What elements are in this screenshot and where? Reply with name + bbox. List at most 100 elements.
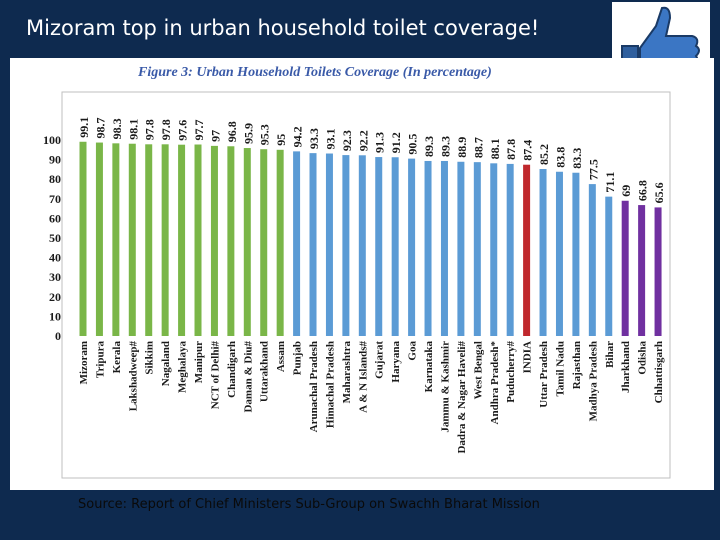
bar bbox=[506, 163, 514, 336]
bar-value-label: 65.6 bbox=[652, 182, 666, 203]
bar-value-label: 91.2 bbox=[389, 132, 403, 153]
bar bbox=[457, 161, 465, 336]
bar-value-label: 66.8 bbox=[636, 180, 650, 201]
bar bbox=[325, 153, 333, 336]
y-tick-label: 50 bbox=[49, 231, 61, 245]
bar-chart: 0 10 20 30 40 50 60 70 80 90 100 99.1 Mizoram 98.7 Tri… bbox=[43, 91, 671, 479]
bar bbox=[473, 162, 481, 336]
chart-title: Figure 3: Urban Household Toilets Covera… bbox=[138, 65, 492, 80]
category-label: Tamil Nadu bbox=[554, 341, 566, 397]
bar-value-label: 93.3 bbox=[307, 128, 321, 149]
category-label: Karnataka bbox=[423, 341, 435, 393]
category-label: Tripura bbox=[94, 341, 106, 379]
bar-value-label: 89.3 bbox=[422, 136, 436, 157]
source-note: Source: Report of Chief Ministers Sub-Gr… bbox=[78, 497, 540, 512]
category-label: Gujarat bbox=[374, 341, 386, 379]
bar-value-label: 99.1 bbox=[77, 117, 91, 138]
bar bbox=[605, 196, 613, 336]
bar bbox=[145, 144, 153, 336]
y-tick-label: 20 bbox=[49, 290, 61, 304]
bar-value-label: 97 bbox=[208, 130, 222, 142]
bar bbox=[309, 153, 317, 336]
y-tick-label: 0 bbox=[55, 329, 61, 343]
category-label: Lakshadweep# bbox=[127, 341, 139, 412]
bar bbox=[638, 205, 646, 336]
category-label: NCT of Delhi# bbox=[209, 341, 221, 410]
category-label: Sikkim bbox=[144, 341, 156, 375]
chart-frame bbox=[61, 91, 671, 479]
category-label: Himachal Pradesh bbox=[324, 341, 336, 428]
category-label: Jharkhand bbox=[620, 341, 632, 393]
bar-value-label: 90.5 bbox=[406, 134, 420, 155]
bar-value-label: 94.2 bbox=[291, 126, 305, 147]
bar-value-label: 97.8 bbox=[159, 119, 173, 140]
bar bbox=[210, 145, 218, 336]
category-label: Maharashtra bbox=[341, 341, 353, 404]
category-label: Uttarakhand bbox=[259, 341, 271, 402]
y-tick-label: 40 bbox=[49, 251, 61, 265]
bar-value-label: 93.1 bbox=[323, 129, 337, 150]
bar bbox=[243, 148, 251, 336]
bar bbox=[128, 143, 136, 336]
bar-value-label: 88.1 bbox=[488, 138, 502, 159]
bar bbox=[358, 155, 366, 336]
bar bbox=[79, 141, 87, 336]
bar bbox=[342, 155, 350, 336]
category-label: Rajasthan bbox=[571, 341, 583, 389]
slide-title: Mizoram top in urban household toilet co… bbox=[26, 16, 540, 40]
bar bbox=[523, 164, 531, 336]
bar bbox=[178, 144, 186, 336]
y-tick-label: 60 bbox=[49, 211, 61, 225]
bar-value-label: 95 bbox=[274, 134, 288, 146]
bar bbox=[276, 149, 284, 336]
bar bbox=[95, 142, 103, 336]
bar-value-label: 85.2 bbox=[537, 144, 551, 165]
category-label: Bihar bbox=[604, 341, 616, 368]
bar-value-label: 88.9 bbox=[455, 137, 469, 158]
category-label: Punjab bbox=[292, 341, 304, 375]
bar-value-label: 71.1 bbox=[603, 172, 617, 193]
bar bbox=[194, 144, 202, 336]
y-tick-label: 30 bbox=[49, 270, 61, 284]
bar bbox=[375, 157, 383, 336]
bar-value-label: 88.7 bbox=[471, 137, 485, 158]
bar bbox=[391, 157, 399, 336]
bar-value-label: 87.4 bbox=[521, 140, 535, 161]
bar-value-label: 83.8 bbox=[553, 147, 567, 168]
bar bbox=[227, 146, 235, 336]
bar bbox=[588, 184, 596, 336]
bar-value-label: 97.6 bbox=[176, 120, 190, 141]
bar bbox=[424, 160, 432, 336]
bar bbox=[408, 158, 416, 336]
category-label: INDIA bbox=[522, 341, 534, 373]
category-label: Odisha bbox=[637, 341, 649, 375]
bar-value-label: 77.5 bbox=[586, 159, 600, 180]
y-tick-label: 70 bbox=[49, 192, 61, 206]
bar-value-label: 69 bbox=[619, 185, 633, 197]
bar bbox=[260, 149, 268, 336]
bar-value-label: 92.3 bbox=[340, 130, 354, 151]
category-label: Goa bbox=[407, 341, 419, 361]
category-label: Chandigarh bbox=[226, 341, 238, 398]
category-label: Puducherry# bbox=[505, 341, 517, 403]
bar-value-label: 87.8 bbox=[504, 139, 518, 160]
category-label: Chhattisgarh bbox=[653, 341, 665, 403]
category-label: Arunachal Pradesh bbox=[308, 341, 320, 432]
y-tick-label: 10 bbox=[49, 309, 61, 323]
bar bbox=[539, 169, 547, 336]
category-label: Assam bbox=[275, 341, 287, 372]
chart-panel: Figure 3: Urban Household Toilets Covera… bbox=[10, 58, 714, 490]
category-label: Kerala bbox=[111, 341, 123, 374]
y-tick-label: 100 bbox=[43, 133, 61, 147]
y-tick-label: 90 bbox=[49, 153, 61, 167]
bar bbox=[621, 200, 629, 336]
category-label: Uttar Pradesh bbox=[538, 341, 550, 408]
bar-value-label: 97.7 bbox=[192, 120, 206, 141]
bar bbox=[490, 163, 498, 336]
category-label: Jammu & Kashmir bbox=[439, 341, 451, 433]
bar-value-label: 95.9 bbox=[241, 123, 255, 144]
category-label: A & N Islands# bbox=[357, 341, 369, 413]
category-label: Daman & Diu# bbox=[242, 341, 254, 413]
bar-value-label: 96.8 bbox=[225, 121, 239, 142]
bar bbox=[161, 144, 169, 336]
